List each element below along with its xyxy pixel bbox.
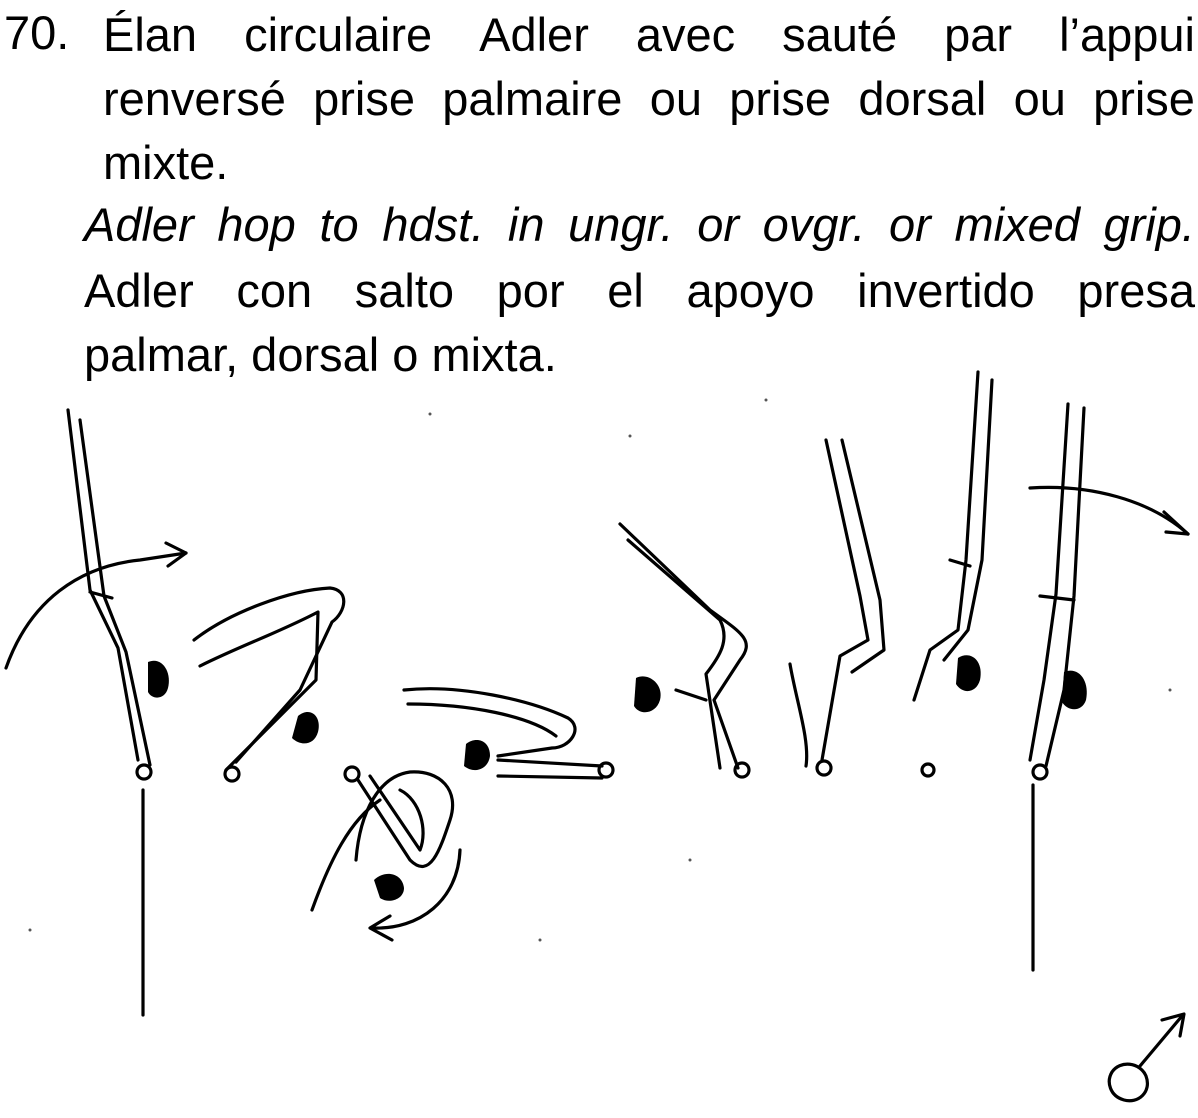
gymnast-figure-3	[310, 765, 462, 942]
element-number: 70.	[4, 6, 70, 59]
title-french-line-3: mixte.	[103, 136, 229, 189]
gymnast-figure-4	[402, 687, 615, 780]
word: hdst.	[382, 198, 485, 251]
word: dorsal	[858, 72, 987, 125]
scan-speckles	[28, 398, 1172, 942]
word: el	[607, 264, 644, 317]
word: con	[236, 264, 313, 317]
word: Adler	[84, 264, 194, 317]
gymnast-figure-2	[192, 586, 346, 783]
word: sauté	[782, 8, 898, 61]
word: Adler	[84, 198, 194, 251]
word: mixed	[954, 198, 1080, 251]
word: invertido	[857, 264, 1035, 317]
word: avec	[635, 8, 736, 61]
word: ou	[649, 72, 702, 125]
title-spanish-line-2: palmar, dorsal o mixta.	[84, 328, 557, 381]
word: prise	[313, 72, 415, 125]
word: renversé	[103, 72, 286, 125]
word: ovgr.	[762, 198, 866, 251]
word: hop	[217, 198, 296, 251]
word: to	[319, 198, 359, 251]
word: por	[496, 264, 565, 317]
word: l’appui	[1059, 8, 1195, 61]
word: par	[944, 8, 1013, 61]
word: prise	[729, 72, 832, 125]
word: ungr.	[568, 198, 674, 251]
word: presa	[1077, 264, 1195, 317]
gymnast-figure-5	[618, 522, 751, 779]
gymnast-figure-1	[4, 408, 188, 781]
word: or	[889, 198, 931, 251]
word: salto	[354, 264, 455, 317]
gymnast-figure-6	[788, 438, 886, 777]
title-french-line-1: Élan circulaire Adler avec sauté par l’a…	[103, 2, 1195, 68]
word: grip.	[1103, 198, 1195, 251]
word: or	[697, 198, 739, 251]
title-spanish-line-1: Adler con salto por el apoyo invertido p…	[84, 258, 1195, 324]
word: circulaire	[244, 8, 433, 61]
skill-illustration	[4, 370, 1190, 1103]
title-english: Adler hop to hdst. in ungr. or ovgr. or …	[84, 192, 1195, 258]
word: Élan	[103, 8, 198, 61]
word: prise	[1093, 72, 1195, 125]
word: Adler	[479, 8, 589, 61]
word: in	[507, 198, 545, 251]
male-symbol-icon	[1107, 1012, 1186, 1103]
word: palmaire	[442, 72, 623, 125]
title-french-line-2: renversé prise palmaire ou prise dorsal …	[103, 66, 1195, 132]
gymnast-figure-8	[1028, 402, 1190, 781]
word: apoyo	[686, 264, 815, 317]
word: ou	[1013, 72, 1066, 125]
gymnast-figure-7	[912, 370, 994, 778]
